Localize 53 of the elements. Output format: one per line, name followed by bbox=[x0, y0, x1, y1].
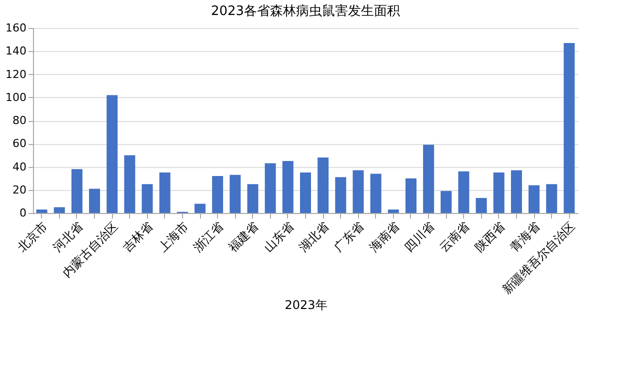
bar bbox=[71, 169, 82, 213]
y-tick-label: 80 bbox=[12, 114, 26, 127]
x-tick-label: 四川省 bbox=[402, 219, 438, 254]
bar bbox=[36, 210, 48, 213]
bar bbox=[423, 144, 434, 213]
x-tick-label: 湖北省 bbox=[296, 219, 332, 254]
x-tick-label: 山东省 bbox=[261, 219, 296, 254]
y-tick-label: 0 bbox=[20, 206, 26, 220]
y-tick-label: 140 bbox=[6, 44, 26, 58]
bar bbox=[124, 155, 136, 213]
x-tick-label: 福建省 bbox=[226, 219, 262, 254]
x-axis-title: 2023年 bbox=[284, 298, 328, 312]
bar bbox=[212, 176, 224, 213]
y-tick-label: 60 bbox=[12, 137, 26, 150]
bar bbox=[194, 204, 206, 213]
y-tick-label: 40 bbox=[12, 160, 26, 174]
bar bbox=[106, 95, 118, 213]
bar bbox=[54, 207, 65, 213]
bar bbox=[510, 170, 522, 213]
bar bbox=[282, 160, 294, 213]
x-tick-label: 广东省 bbox=[331, 219, 367, 254]
bar bbox=[528, 185, 540, 213]
x-tick-label: 浙江省 bbox=[190, 219, 226, 254]
bar bbox=[318, 158, 329, 213]
bar bbox=[405, 178, 416, 213]
bar bbox=[493, 172, 504, 213]
x-tick-label: 海南省 bbox=[366, 219, 402, 254]
y-tick-label: 120 bbox=[6, 68, 26, 81]
bar bbox=[159, 172, 170, 213]
bar bbox=[264, 163, 276, 213]
bar bbox=[564, 43, 575, 213]
x-tick-label: 陕西省 bbox=[472, 219, 508, 254]
x-tick-label: 上海市 bbox=[156, 219, 191, 254]
bar bbox=[300, 172, 311, 213]
bar bbox=[142, 184, 153, 213]
bar bbox=[247, 184, 258, 213]
bar bbox=[546, 184, 558, 213]
x-tick-label: 云南省 bbox=[436, 219, 472, 254]
y-tick-label: 160 bbox=[6, 22, 26, 34]
y-tick-label: 20 bbox=[12, 183, 26, 196]
bar bbox=[230, 174, 241, 213]
bar bbox=[388, 210, 399, 213]
bar bbox=[440, 191, 452, 213]
bar bbox=[370, 174, 382, 213]
y-tick-label: 100 bbox=[6, 90, 26, 104]
bar bbox=[476, 198, 487, 213]
bar bbox=[335, 177, 346, 213]
x-tick-label: 吉林省 bbox=[120, 219, 156, 254]
chart-title: 2023各省森林病虫鼠害发生面积 bbox=[210, 3, 400, 19]
bar bbox=[352, 170, 364, 213]
bar bbox=[458, 171, 470, 213]
x-tick-label: 北京市 bbox=[14, 219, 50, 254]
bar bbox=[89, 188, 100, 213]
